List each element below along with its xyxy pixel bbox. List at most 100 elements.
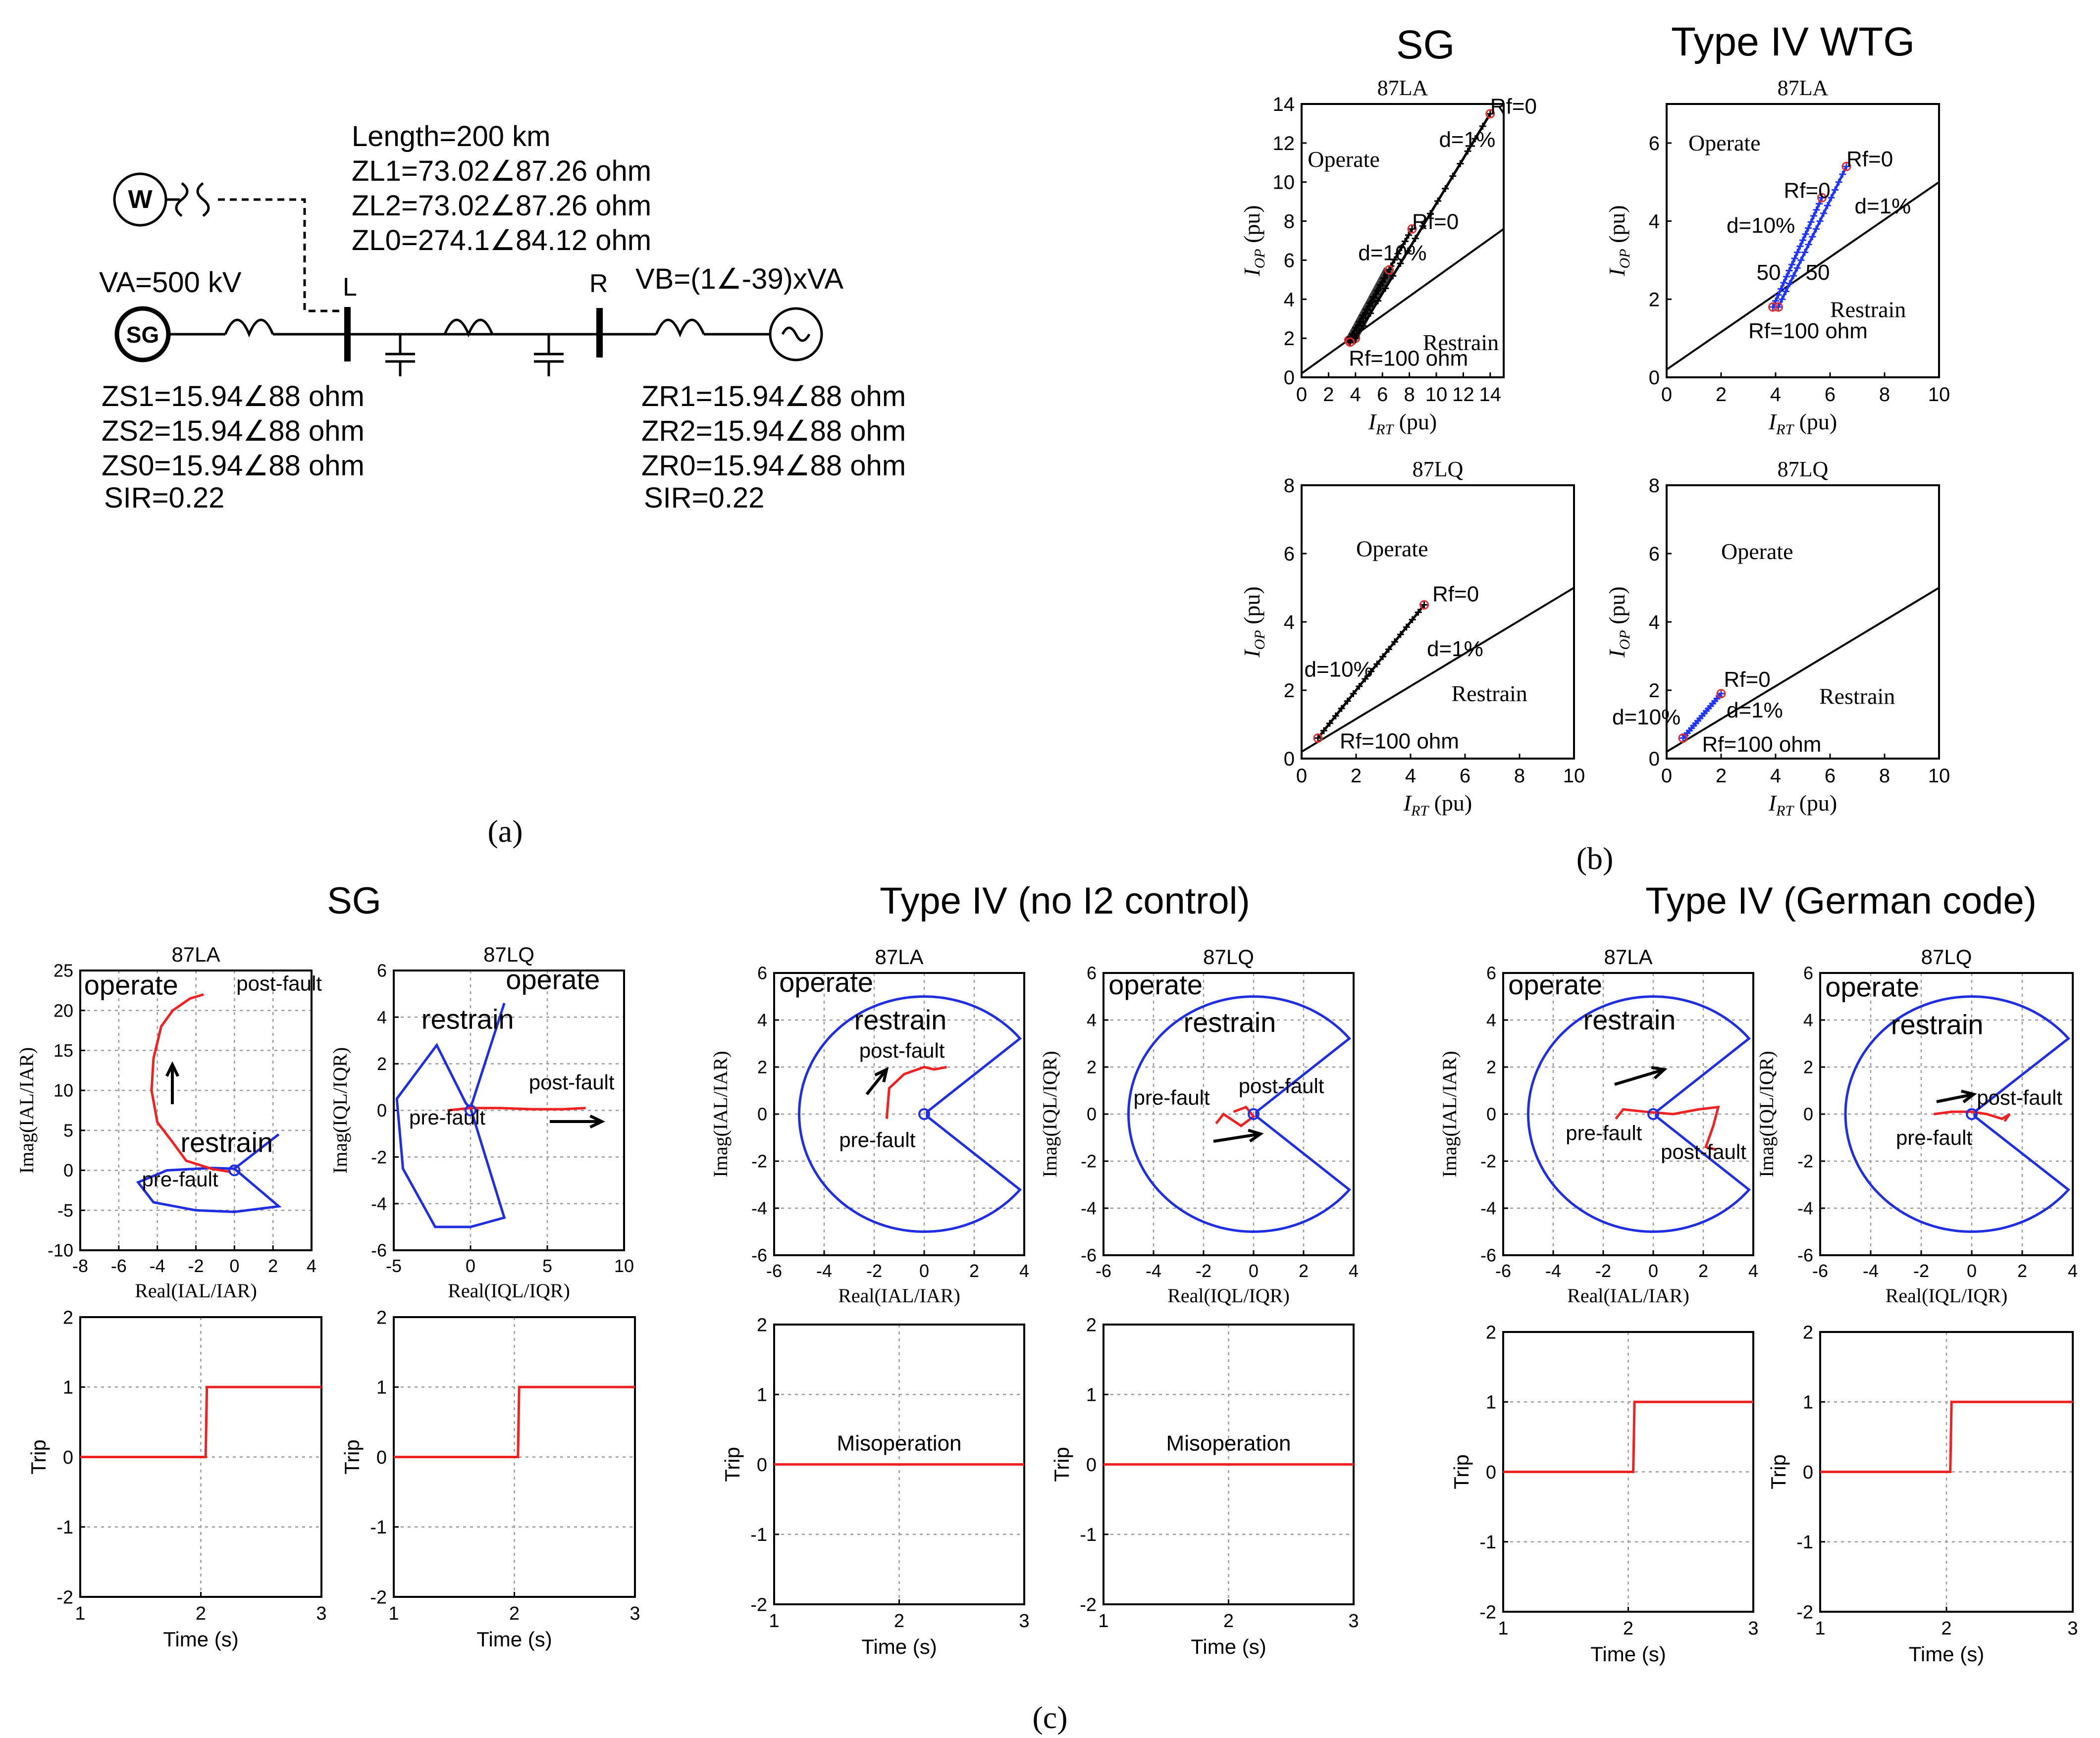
data-point-marker	[1344, 697, 1351, 705]
y-tick-label: 0	[1803, 1462, 1813, 1483]
trip-signal	[394, 1385, 635, 1458]
data-point-marker	[1785, 267, 1793, 274]
y-axis-label: Imag(IAL/IAR)	[709, 1051, 732, 1177]
x-tick-label: 2	[1716, 384, 1727, 406]
operate-region-label: Operate	[1308, 147, 1380, 172]
x-tick-label: 6	[1825, 765, 1836, 787]
point-annotation: 50	[1757, 260, 1781, 285]
x-tick-label: 2	[1698, 1261, 1708, 1281]
point-annotation: Rf=0	[1846, 147, 1893, 171]
line-length-text: Length=200 km	[352, 120, 550, 153]
y-tick-label: -6	[371, 1240, 387, 1261]
x-tick-label: 0	[1661, 384, 1672, 406]
x-axis-label: Time (s)	[1590, 1642, 1666, 1666]
x-tick-label: -2	[866, 1261, 882, 1281]
y-tick-label: 5	[63, 1120, 73, 1140]
direction-arrow-icon	[1213, 1128, 1264, 1143]
axes-frame	[1301, 484, 1575, 760]
x-tick-label: -2	[1196, 1261, 1211, 1281]
x-tick-label: 3	[2067, 1618, 2078, 1639]
x-tick-label: 10	[614, 1256, 634, 1276]
chart-title: 87LA	[1778, 76, 1829, 100]
chart-title: 87LQ	[483, 943, 534, 966]
x-axis-label: Real(IQL/IQR)	[1167, 1284, 1290, 1307]
point-annotation: d=10%	[1727, 213, 1795, 238]
x-axis-label: Real(IAL/IAR)	[1567, 1284, 1689, 1307]
x-tick-label: 10	[1425, 384, 1448, 406]
data-point-marker	[1379, 278, 1386, 286]
ac-wave-icon	[781, 326, 811, 342]
plot-b3: 0 2 4 6 8 10 0 2 4 6 8 87LQ Rf=0 d=1% d=10% Rf=100 ohm O…	[1239, 457, 1585, 819]
restraint-boundary	[1526, 995, 1751, 1233]
x-tick-label: 0	[1296, 384, 1307, 406]
region-annotation: operate	[84, 969, 178, 1000]
y-tick-label: -4	[1797, 1198, 1813, 1219]
data-point-marker	[1350, 690, 1357, 697]
plot-b2: 0 2 4 6 8 10 0 2 4 6 87LA Rf=0 Rf=0 d=1% d=10% 50 50 Rf=1…	[1604, 76, 1950, 438]
x-tick-label: 4	[1748, 1261, 1758, 1281]
y-axis-label: IOP (pu)	[1604, 586, 1633, 658]
zr0-text: ZR0=15.94∠88 ohm	[641, 450, 906, 482]
region-annotation: operate	[506, 964, 600, 995]
x-tick-label: 14	[1479, 384, 1502, 406]
origin-marker	[1966, 1108, 1978, 1120]
x-tick-label: -4	[1146, 1261, 1161, 1281]
x-axis-label: Time (s)	[861, 1635, 937, 1658]
point-annotation: Rf=100 ohm	[1748, 319, 1868, 343]
x-axis-label: IRT (pu)	[1768, 409, 1837, 438]
region-annotation: pre-fault	[409, 1106, 485, 1129]
x-tick-label: -6	[111, 1256, 127, 1276]
y-tick-label: 0	[377, 1100, 387, 1121]
restrain-region-label: Restrain	[1423, 330, 1499, 355]
plot-trip_t1_la: 1 2 3 -2 -1 0 1 2 Misoperation Time (s) Trip	[721, 1315, 1030, 1658]
y-tick-label: 6	[1803, 963, 1813, 983]
x-tick-label: -6	[1096, 1261, 1111, 1281]
data-point-marker	[1794, 249, 1801, 256]
data-point-marker	[1398, 244, 1405, 251]
data-point-marker	[1394, 250, 1402, 257]
region-annotation: post-fault	[236, 971, 322, 995]
data-point-marker	[1791, 255, 1798, 262]
rf100-marker	[1345, 337, 1355, 347]
data-point-marker	[1796, 243, 1804, 250]
data-point-marker	[1832, 186, 1839, 194]
data-point-marker	[1820, 209, 1828, 217]
origin-marker	[465, 1104, 476, 1117]
data-point-marker	[1401, 238, 1409, 245]
origin-marker	[1248, 1108, 1260, 1120]
plot-trip_t2_la: 1 2 3 -2 -1 0 1 2 Time (s) Trip	[1450, 1322, 1759, 1666]
point-annotation: d=10%	[1358, 241, 1426, 265]
x-tick-label: 0	[1661, 765, 1672, 787]
x-tick-label: 6	[1377, 384, 1388, 406]
data-point-marker	[1775, 291, 1782, 299]
y-tick-label: -2	[1797, 1151, 1813, 1172]
x-axis-label: Real(IQL/IQR)	[448, 1279, 570, 1302]
x-tick-label: 0	[1967, 1261, 1977, 1281]
x-tick-label: -4	[1545, 1261, 1561, 1281]
y-tick-label: 2	[377, 1054, 387, 1074]
chart-title: 87LQ	[1921, 945, 1972, 969]
data-point-marker	[1793, 264, 1801, 272]
x-tick-label: 1	[75, 1603, 85, 1624]
y-tick-label: -2	[1796, 1602, 1813, 1623]
x-tick-label: 2	[1716, 765, 1727, 787]
rf0-marker	[1716, 689, 1726, 699]
x-axis-label: IRT (pu)	[1403, 790, 1472, 819]
y-tick-label: 2	[376, 1307, 387, 1328]
data-point-marker	[1351, 330, 1358, 338]
sg-label: SG	[126, 322, 159, 348]
y-tick-label: 4	[1803, 1010, 1813, 1030]
x-tick-label: -2	[1595, 1261, 1611, 1281]
y-tick-label: -2	[1480, 1151, 1496, 1172]
y-tick-label: 8	[1649, 475, 1660, 497]
data-point-marker	[1420, 601, 1428, 609]
data-point-marker	[1442, 185, 1449, 192]
y-tick-label: -2	[370, 1587, 387, 1608]
y-tick-label: 4	[1649, 211, 1660, 233]
y-tick-label: 0	[1284, 367, 1295, 389]
x-tick-label: 4	[1019, 1261, 1029, 1281]
region-annotation: post-fault	[1977, 1086, 2062, 1109]
restraint-slope-line	[1666, 181, 1940, 370]
y-tick-label: 1	[63, 1378, 73, 1398]
data-point-marker	[1779, 296, 1786, 303]
